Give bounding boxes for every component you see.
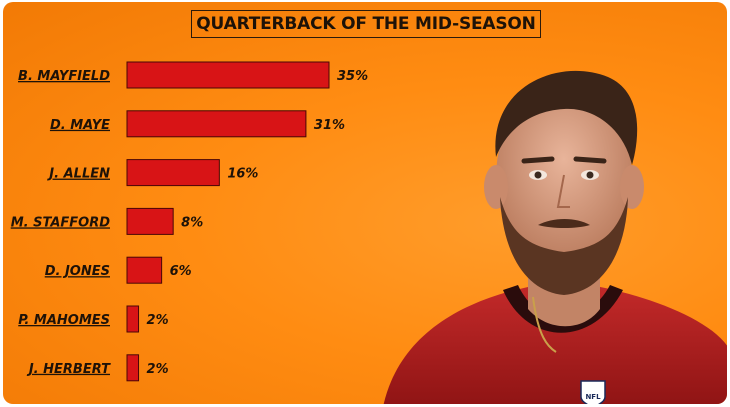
- chart-title-box: QUARTERBACK OF THE MID-SEASON: [191, 10, 541, 38]
- category-label: M. STAFFORD: [11, 215, 111, 230]
- chart-title: QUARTERBACK OF THE MID-SEASON: [196, 14, 536, 34]
- value-label: 31%: [314, 118, 345, 133]
- bar: [126, 354, 140, 382]
- quarterback-portrait-icon: NFL: [383, 70, 727, 404]
- bar: [126, 159, 220, 187]
- value-label: 2%: [147, 362, 169, 377]
- value-label: 35%: [337, 69, 368, 84]
- category-label: J. ALLEN: [46, 167, 110, 182]
- bar-chart: B. MAYFIELD 35% D. MAYE 31% J. ALLEN 16% M. ST…: [11, 61, 368, 382]
- bar: [126, 207, 174, 235]
- category-label: J. HERBERT: [26, 362, 111, 377]
- bar: [126, 61, 330, 89]
- category-label: P. MAHOMES: [18, 313, 110, 328]
- chart-card: QUARTERBACK OF THE MID-SEASON: [3, 2, 727, 404]
- value-label: 2%: [147, 313, 169, 328]
- value-label: 16%: [227, 167, 258, 182]
- bar: [126, 305, 140, 333]
- value-label: 8%: [181, 215, 203, 230]
- nfl-logo-text: NFL: [585, 393, 601, 401]
- bar: [126, 110, 307, 138]
- category-label: D. JONES: [45, 264, 110, 279]
- bar: [126, 256, 163, 284]
- category-label: D. MAYE: [50, 118, 110, 133]
- category-label: B. MAYFIELD: [18, 69, 110, 84]
- value-label: 6%: [170, 264, 192, 279]
